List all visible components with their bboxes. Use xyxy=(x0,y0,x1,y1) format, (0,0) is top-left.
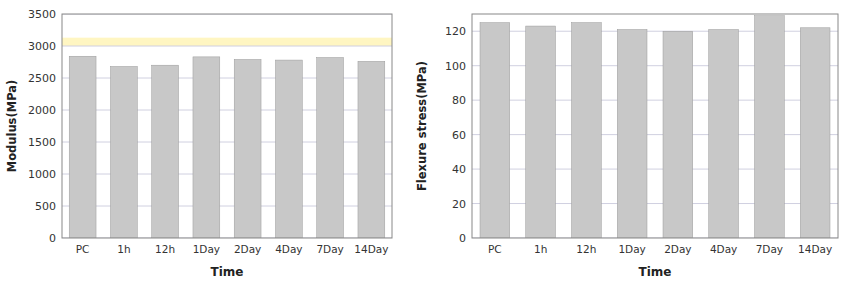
bar xyxy=(69,56,96,238)
x-tick-label: 1h xyxy=(534,243,547,255)
y-tick-label: 2500 xyxy=(28,72,56,85)
x-tick-label: 7Day xyxy=(316,243,343,255)
x-axis-label: Time xyxy=(639,265,672,279)
grid-line xyxy=(62,46,392,47)
plot-area xyxy=(472,16,838,238)
x-tick-label: 12h xyxy=(576,243,596,255)
bar xyxy=(358,61,385,238)
bar xyxy=(317,58,344,238)
bar xyxy=(110,66,137,238)
x-tick-label: 7Day xyxy=(756,243,783,255)
x-tick-label: 14Day xyxy=(354,243,388,255)
x-tick-label: PC xyxy=(488,243,502,255)
y-tick-label: 20 xyxy=(452,198,466,211)
x-tick-label: PC xyxy=(76,243,90,255)
plot-area xyxy=(62,14,392,238)
chart-root: 0500100015002000250030003500PC1h12h1Day2… xyxy=(0,0,855,290)
y-tick-label: 120 xyxy=(445,25,466,38)
x-tick-label: 12h xyxy=(155,243,175,255)
bar xyxy=(663,31,693,238)
x-tick-label: 1Day xyxy=(193,243,220,255)
panel: 0 20 40 60 80 100 120 PC 1h 12h 1Day 2Day 4Day 7Day 14… xyxy=(415,14,838,279)
y-tick-label: 0 xyxy=(459,232,466,245)
bar xyxy=(572,23,602,238)
bar xyxy=(709,30,739,238)
y-tick-label: 1500 xyxy=(28,136,56,149)
y-tick-label: 100 xyxy=(445,60,466,73)
bar xyxy=(234,59,261,238)
x-tick-label: 4Day xyxy=(710,243,737,255)
bar xyxy=(152,65,179,238)
panel: 0 500 1000 1500 2000 2500 3000 3500 PC 1h 12h 1Day 2… xyxy=(5,8,392,279)
y-tick-label: 1000 xyxy=(28,168,56,181)
bar xyxy=(617,30,647,238)
y-tick-label: 60 xyxy=(452,129,466,142)
bar xyxy=(275,60,302,238)
y-axis-label: Flexure stress(MPa) xyxy=(415,61,429,191)
x-tick-label: 4Day xyxy=(275,243,302,255)
bar xyxy=(800,28,830,238)
y-tick-label: 3500 xyxy=(28,8,56,21)
x-tick-label: 2Day xyxy=(664,243,691,255)
y-tick-label: 40 xyxy=(452,163,466,176)
bar xyxy=(480,23,510,238)
x-tick-label: 1Day xyxy=(618,243,645,255)
plot-frame xyxy=(62,14,392,238)
y-axis-label: Modulus(MPa) xyxy=(5,80,19,173)
y-tick-label: 0 xyxy=(49,232,56,245)
y-tick-label: 3000 xyxy=(28,40,56,53)
bar xyxy=(193,57,220,238)
x-tick-label: 2Day xyxy=(234,243,261,255)
bar xyxy=(526,26,556,238)
plot-frame xyxy=(472,14,838,238)
x-tick-label: 14Day xyxy=(798,243,832,255)
x-axis-label: Time xyxy=(211,265,244,279)
bar xyxy=(755,16,785,238)
x-tick-label: 1h xyxy=(117,243,130,255)
highlight-band xyxy=(62,38,392,46)
y-tick-label: 80 xyxy=(452,94,466,107)
y-tick-label: 2000 xyxy=(28,104,56,117)
y-tick-label: 500 xyxy=(35,200,56,213)
